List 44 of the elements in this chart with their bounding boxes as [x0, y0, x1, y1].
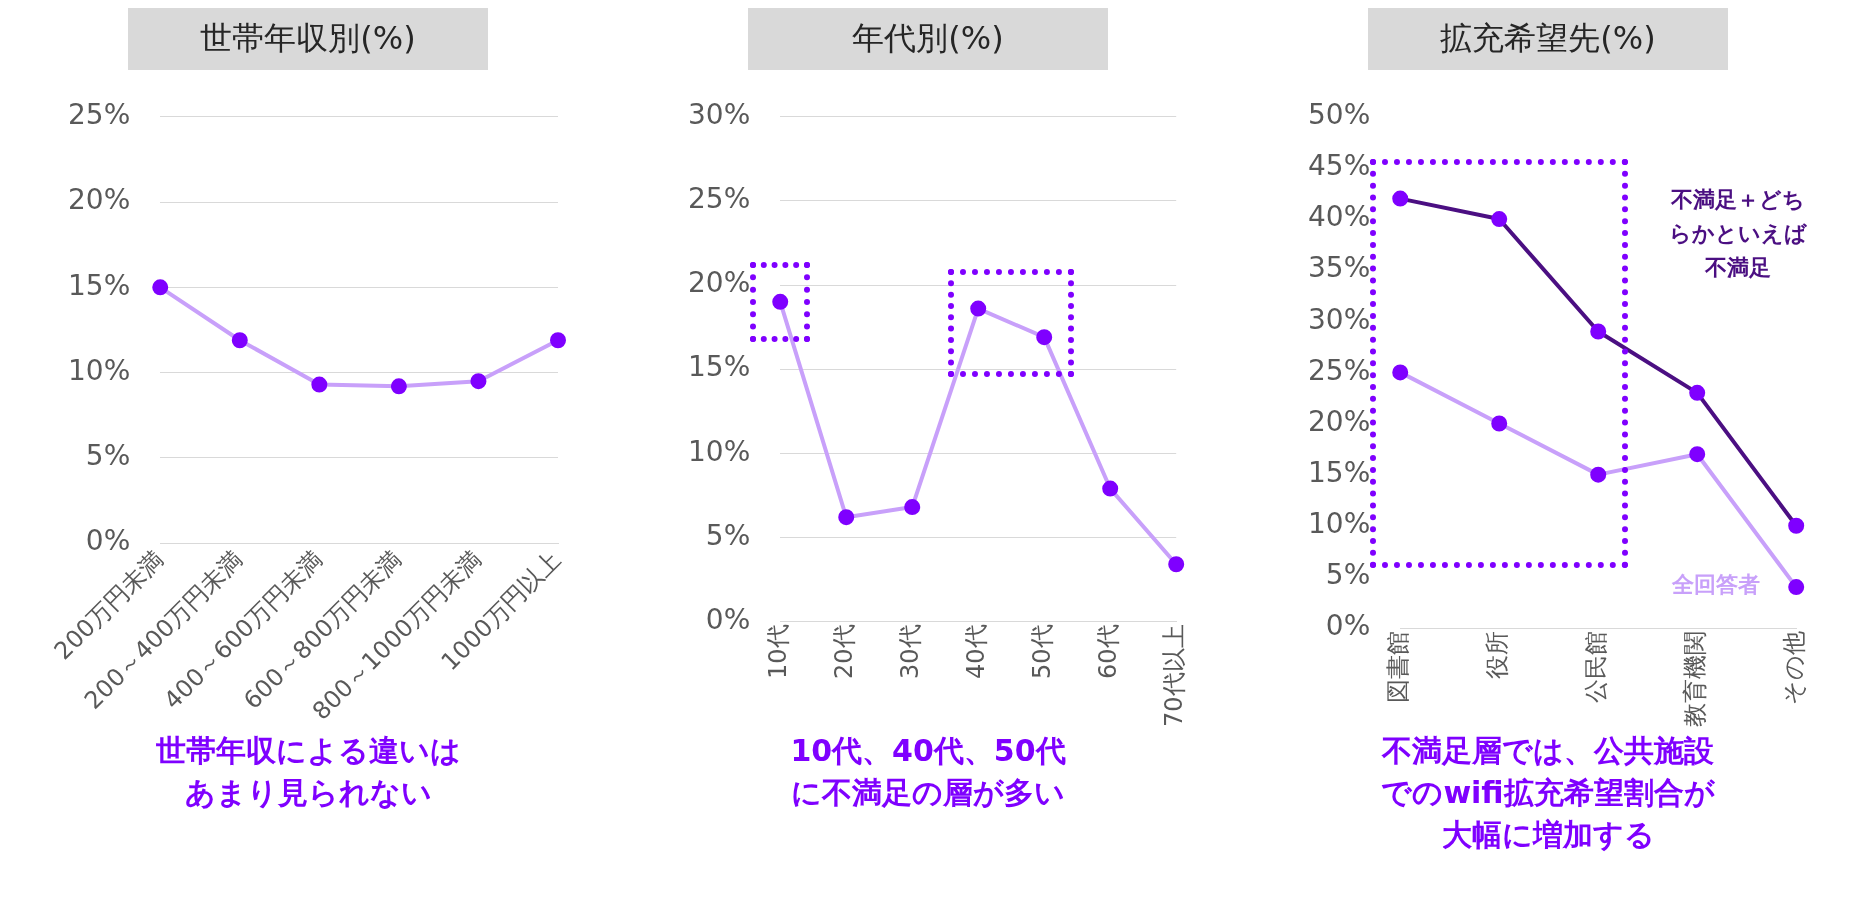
chart-title: 世帯年収別(%)	[128, 8, 488, 70]
x-tick-label: 20代	[830, 624, 859, 680]
y-tick-label: 20%	[688, 266, 751, 300]
y-tick-label: 15%	[1308, 455, 1371, 489]
y-tick-label: 20%	[68, 183, 131, 217]
x-tick-label: 40代	[962, 624, 991, 680]
y-tick-label: 50%	[1308, 98, 1371, 132]
x-tick-label: 役所	[1483, 631, 1512, 679]
y-tick-label: 35%	[1308, 251, 1371, 285]
x-tick-label: 60代	[1094, 624, 1123, 680]
x-tick-label: その他	[1780, 631, 1809, 705]
y-tick-label: 10%	[688, 434, 751, 468]
chart-title: 年代別(%)	[748, 8, 1108, 70]
x-tick-label: 教育機関	[1681, 631, 1710, 727]
y-tick-label: 25%	[1308, 353, 1371, 387]
y-tick-label: 25%	[68, 98, 131, 132]
y-tick-label: 25%	[688, 182, 751, 216]
y-tick-label: 45%	[1308, 149, 1371, 183]
x-tick-label: 公民館	[1582, 631, 1611, 703]
x-tick-label: 10代	[764, 624, 793, 680]
y-tick-label: 5%	[85, 439, 131, 473]
y-tick-label: 0%	[705, 602, 751, 636]
y-tick-label: 15%	[688, 350, 751, 384]
y-tick-label: 40%	[1308, 200, 1371, 234]
y-tick-label: 0%	[1325, 609, 1371, 643]
x-tick-label: 50代	[1028, 624, 1057, 680]
y-tick-label: 30%	[1308, 302, 1371, 336]
y-tick-label: 15%	[68, 268, 131, 302]
y-tick-label: 5%	[1325, 558, 1371, 592]
text: 不満足＋どちらかといえば不満足	[1669, 186, 1808, 280]
text: 10代、40代、50代に不満足の層が多い	[789, 732, 1067, 812]
y-tick-label: 10%	[68, 353, 131, 387]
y-tick-label: 20%	[1308, 404, 1371, 438]
series-label: 全回答者	[1671, 572, 1761, 598]
chart-title: 拡充希望先(%)	[1368, 8, 1728, 70]
y-tick-label: 30%	[688, 98, 751, 132]
text: 不満足層では、公共施設でのwifi拡充希望割合が大幅に増加する	[1380, 732, 1716, 854]
x-tick-label: 30代	[896, 624, 925, 680]
y-tick-label: 0%	[85, 524, 131, 558]
text: 世帯年収による違いはあまり見られない	[154, 732, 462, 812]
x-tick-label: 図書館	[1384, 631, 1413, 703]
y-tick-label: 10%	[1308, 507, 1371, 541]
y-tick-label: 5%	[705, 518, 751, 552]
x-tick-label: 70代以上	[1160, 624, 1189, 728]
